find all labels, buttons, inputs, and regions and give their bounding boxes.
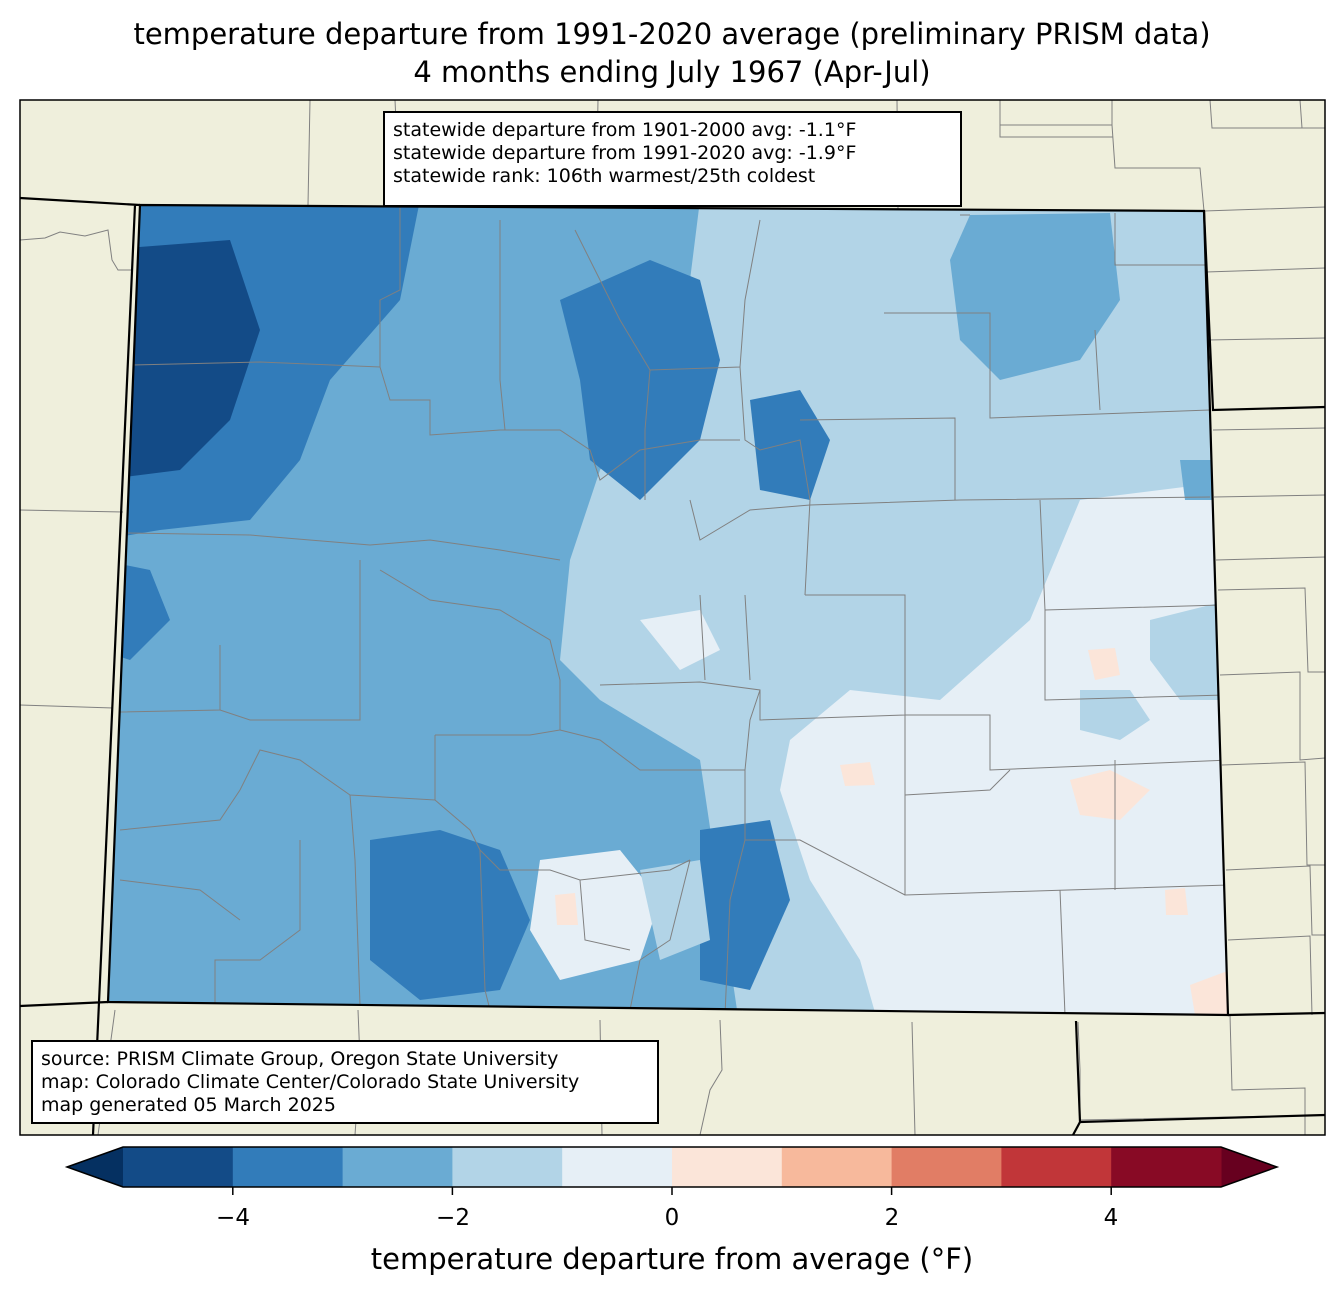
source-line-prism: source: PRISM Climate Group, Oregon Stat… <box>41 1048 559 1070</box>
colorbar-bin <box>781 1147 893 1187</box>
source-box: source: PRISM Climate Group, Oregon Stat… <box>31 1040 659 1124</box>
map-title: temperature departure from 1991-2020 ave… <box>133 17 1211 51</box>
colorbar-label: temperature departure from average (°F) <box>370 1242 974 1276</box>
stats-line-1901-2000: statewide departure from 1901-2000 avg: … <box>393 119 857 141</box>
colorbar-bin <box>891 1147 1002 1187</box>
colorbar-bin <box>123 1147 234 1187</box>
colorbar-extend-min <box>67 1147 123 1187</box>
colorbar-bin <box>452 1147 563 1187</box>
colorbar-bin <box>1111 1147 1222 1187</box>
field-east-near-normal <box>780 480 1228 1015</box>
colorbar-bin <box>562 1147 673 1187</box>
field-colder-front-range <box>560 260 720 500</box>
statewide-stats-box: statewide departure from 1901-2000 avg: … <box>383 111 962 207</box>
colorado-county-lines <box>119 208 1228 1015</box>
temperature-departure-field <box>108 205 1228 1015</box>
source-line-map: map: Colorado Climate Center/Colorado St… <box>41 1071 580 1093</box>
colorbar-bin <box>342 1147 453 1187</box>
colorbar-tick-label: 4 <box>1103 1205 1119 1231</box>
colorbar-bin <box>672 1147 783 1187</box>
colorbar-tick-label: −2 <box>436 1205 470 1231</box>
stats-line-1991-2020: statewide departure from 1991-2020 avg: … <box>393 142 857 164</box>
colorbar-outline <box>64 1146 1280 1188</box>
source-line-generated: map generated 05 March 2025 <box>41 1094 336 1116</box>
field-slightly-warm <box>1070 770 1150 820</box>
state-borders <box>20 196 1325 1135</box>
colorbar-tick-label: 0 <box>664 1205 680 1231</box>
map-subtitle: 4 months ending July 1967 (Apr-Jul) <box>413 55 931 89</box>
field-colder-sw <box>370 830 530 1000</box>
colorbar-bin <box>1001 1147 1112 1187</box>
map-frame <box>19 99 1326 1136</box>
colorbar-tick-label: 2 <box>884 1205 900 1231</box>
colorbar-bin <box>232 1147 344 1187</box>
colorbar <box>64 1146 1280 1195</box>
field-coldest-nw <box>108 240 260 480</box>
colorbar-tick-label: −4 <box>216 1205 250 1231</box>
basemap <box>20 100 1325 1135</box>
stats-line-rank: statewide rank: 106th warmest/25th colde… <box>393 165 816 187</box>
colorbar-extend-max <box>1221 1147 1277 1187</box>
